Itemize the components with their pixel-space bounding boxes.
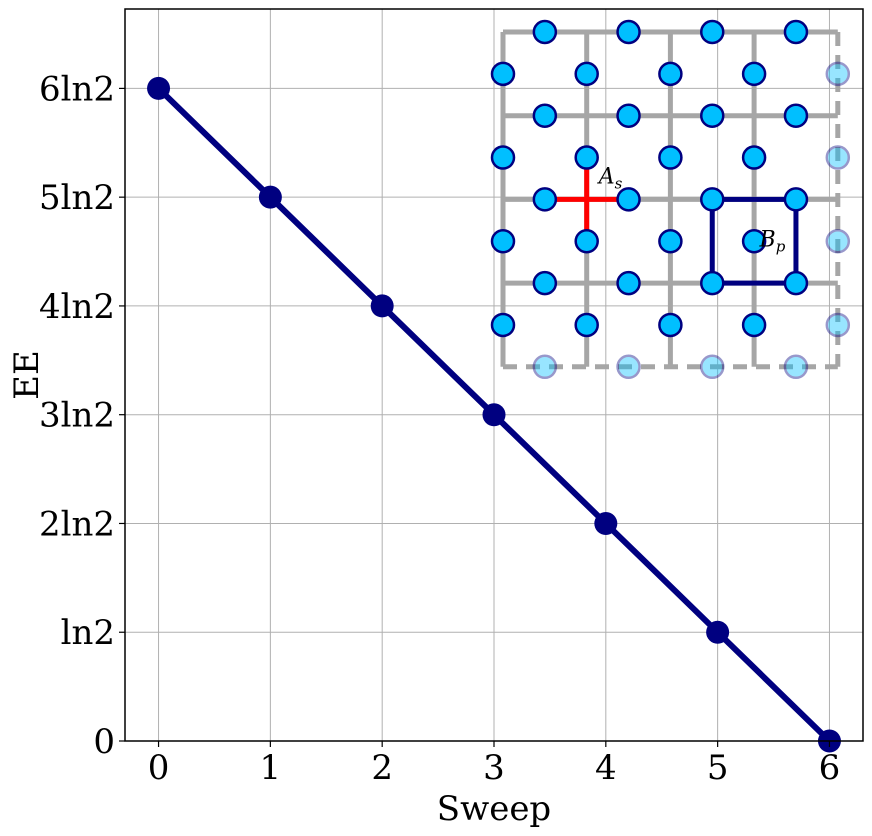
data-point — [482, 403, 506, 427]
qubit — [490, 312, 516, 338]
qubit-boundary — [532, 354, 558, 380]
qubit — [741, 312, 767, 338]
qubit — [783, 103, 809, 128]
y-tick-label: 6ln2 — [39, 69, 115, 109]
x-tick-label: 5 — [707, 748, 729, 788]
qubit — [741, 61, 767, 87]
data-point — [258, 185, 282, 209]
qubit — [574, 145, 599, 170]
qubit-boundary — [700, 354, 725, 380]
qubit — [616, 103, 641, 128]
qubit-boundary — [825, 312, 851, 338]
qubit — [658, 312, 683, 338]
qubit — [700, 187, 725, 212]
qubit — [616, 187, 641, 212]
data-point — [594, 511, 618, 535]
x-tick-label: 2 — [371, 748, 393, 788]
plaquette-operator — [709, 196, 799, 286]
lattice-inset: As Bp — [490, 19, 851, 380]
y-tick-label: 0 — [93, 722, 115, 762]
qubit — [783, 270, 809, 296]
qubit — [532, 187, 558, 212]
qubit — [532, 103, 558, 128]
qubit — [741, 145, 767, 170]
y-tick-label: 3ln2 — [39, 396, 115, 436]
qubit — [783, 187, 809, 212]
qubit — [490, 229, 516, 254]
qubit-boundary — [783, 354, 809, 380]
qubit — [658, 61, 683, 87]
y-tick-label: 2ln2 — [39, 504, 115, 544]
qubit-boundary — [825, 61, 851, 87]
qubit — [616, 270, 641, 296]
series-line — [147, 76, 841, 753]
qubit-boundary — [825, 229, 851, 254]
x-axis-label: Sweep — [437, 789, 551, 829]
qubit — [783, 19, 809, 45]
qubit-boundary — [825, 145, 851, 170]
x-axis: 0 1 2 3 4 5 6 — [148, 741, 841, 788]
x-tick-label: 6 — [819, 748, 841, 788]
qubit — [490, 145, 516, 170]
y-axis: 0 ln2 2ln2 3ln2 4ln2 5ln2 6ln2 — [39, 69, 125, 762]
qubit — [616, 19, 641, 45]
data-point — [706, 620, 730, 644]
y-axis-label: EE — [7, 350, 47, 400]
qubit — [490, 61, 516, 87]
x-tick-label: 4 — [595, 748, 617, 788]
qubit — [700, 19, 725, 45]
qubit — [658, 229, 683, 254]
qubit-boundary — [616, 354, 641, 380]
data-point — [147, 76, 171, 100]
data-point — [370, 294, 394, 318]
x-tick-label: 1 — [260, 748, 282, 788]
qubit — [700, 270, 725, 296]
y-tick-label: 5ln2 — [39, 178, 115, 218]
qubit — [574, 229, 599, 254]
y-tick-label: ln2 — [61, 613, 115, 653]
qubit — [532, 270, 558, 296]
plaquette-operator-label: Bp — [759, 227, 786, 255]
x-tick-label: 0 — [148, 748, 170, 788]
qubit — [741, 229, 767, 254]
star-operator-label: As — [597, 164, 623, 192]
qubit — [532, 19, 558, 45]
qubit — [658, 145, 683, 170]
qubit — [574, 312, 599, 338]
qubit — [574, 61, 599, 87]
y-tick-label: 4ln2 — [39, 287, 115, 327]
x-tick-label: 3 — [483, 748, 505, 788]
qubit — [700, 103, 725, 128]
